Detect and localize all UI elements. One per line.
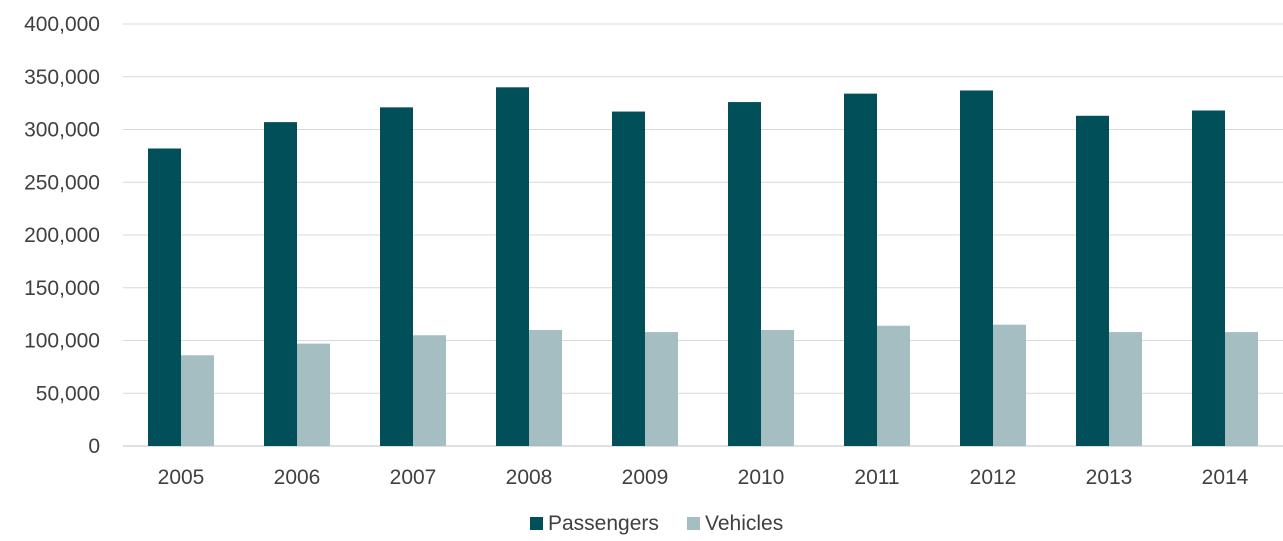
bar-vehicles-2008 [529, 329, 562, 446]
x-tick-label: 2008 [506, 466, 553, 489]
x-tick-label: 2007 [390, 466, 437, 489]
bar-passengers-2009 [612, 111, 645, 446]
y-tick-label: 250,000 [24, 171, 100, 194]
legend-swatch-vehicles [687, 517, 700, 530]
legend: Passengers Vehicles [530, 512, 783, 535]
y-tick-label: 400,000 [24, 13, 100, 36]
y-axis: 0 50,000 100,000 150,000 200,000 250,000 300,0… [24, 13, 100, 458]
bar-passengers-2005 [148, 148, 181, 447]
y-tick-label: 300,000 [24, 119, 100, 142]
y-tick-label: 100,000 [24, 330, 100, 353]
y-tick-label: 200,000 [24, 224, 100, 247]
x-tick-label: 2010 [738, 466, 785, 489]
bar-passengers-2014 [1192, 110, 1225, 446]
legend-label-vehicles: Vehicles [705, 512, 783, 535]
y-tick-label: 50,000 [36, 382, 100, 405]
bars [148, 87, 1258, 447]
bar-passengers-2011 [844, 93, 877, 446]
bar-passengers-2007 [380, 107, 413, 446]
bar-vehicles-2005 [181, 355, 214, 446]
y-tick-label: 0 [88, 435, 100, 458]
x-tick-label: 2009 [622, 466, 669, 489]
bar-passengers-2012 [960, 90, 993, 446]
legend-label-passengers: Passengers [548, 512, 659, 535]
bar-passengers-2010 [728, 102, 761, 446]
x-tick-label: 2006 [274, 466, 321, 489]
bar-passengers-2008 [496, 87, 529, 447]
bar-vehicles-2007 [413, 335, 446, 446]
bar-passengers-2006 [264, 122, 297, 447]
bar-vehicles-2013 [1109, 332, 1142, 446]
bar-vehicles-2011 [877, 325, 910, 446]
bar-vehicles-2010 [761, 329, 794, 446]
y-tick-label: 350,000 [24, 66, 100, 89]
x-tick-label: 2011 [854, 466, 899, 489]
legend-swatch-passengers [530, 517, 543, 530]
x-tick-label: 2013 [1086, 466, 1133, 489]
x-tick-label: 2005 [158, 466, 205, 489]
bar-vehicles-2012 [993, 324, 1026, 446]
x-tick-label: 2012 [970, 466, 1017, 489]
x-axis: 2005 2006 2007 2008 2009 2010 2011 2012 2013 2014 [158, 466, 1249, 489]
bar-passengers-2013 [1076, 115, 1109, 446]
bar-vehicles-2014 [1225, 332, 1258, 446]
x-tick-label: 2014 [1202, 466, 1249, 489]
bar-vehicles-2006 [297, 343, 330, 446]
bar-vehicles-2009 [645, 332, 678, 446]
y-tick-label: 150,000 [24, 277, 100, 300]
